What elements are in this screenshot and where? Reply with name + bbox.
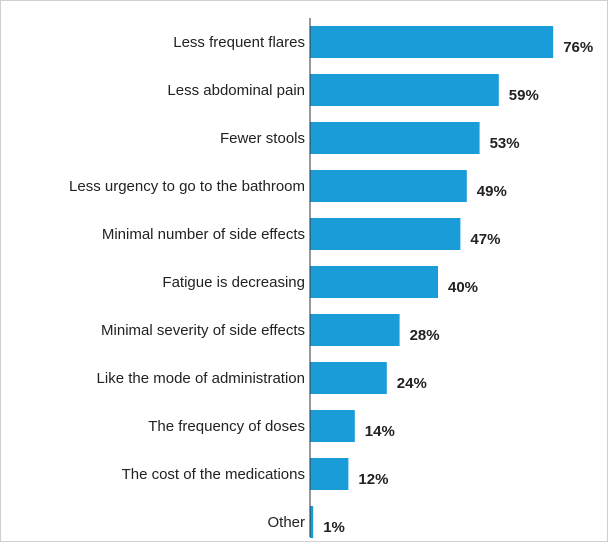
bar-1 [310,74,499,106]
category-label-2: Fewer stools [220,130,305,147]
labels-layer: Less frequent flares 76% Less abdominal pa… [69,34,593,536]
category-label-5: Fatigue is decreasing [162,274,305,291]
bar-5 [310,266,438,298]
category-label-0: Less frequent flares [173,34,305,51]
value-label-0: 76% [563,39,593,56]
value-label-1: 59% [509,87,539,104]
value-label-3: 49% [477,183,507,200]
value-label-8: 14% [365,423,395,440]
value-label-4: 47% [470,231,500,248]
value-label-10: 1% [323,519,345,536]
bar-9 [310,458,349,490]
bar-3 [310,170,467,202]
bar-8 [310,410,355,442]
bar-4 [310,218,461,250]
bar-7 [310,362,387,394]
category-label-9: The cost of the medications [122,466,305,483]
category-label-10: Other [267,514,305,531]
category-label-8: The frequency of doses [148,418,305,435]
category-label-1: Less abdominal pain [167,82,305,99]
value-label-5: 40% [448,279,478,296]
category-label-3: Less urgency to go to the bathroom [69,178,305,195]
value-label-7: 24% [397,375,427,392]
category-label-6: Minimal severity of side effects [101,322,305,339]
bar-10 [310,506,314,538]
category-label-4: Minimal number of side effects [102,226,305,243]
value-label-2: 53% [490,135,520,152]
value-label-9: 12% [358,471,388,488]
bar-0 [310,26,554,58]
bars-layer [310,26,554,538]
bar-6 [310,314,400,346]
value-label-6: 28% [410,327,440,344]
bar-2 [310,122,480,154]
category-label-7: Like the mode of administration [97,370,305,387]
